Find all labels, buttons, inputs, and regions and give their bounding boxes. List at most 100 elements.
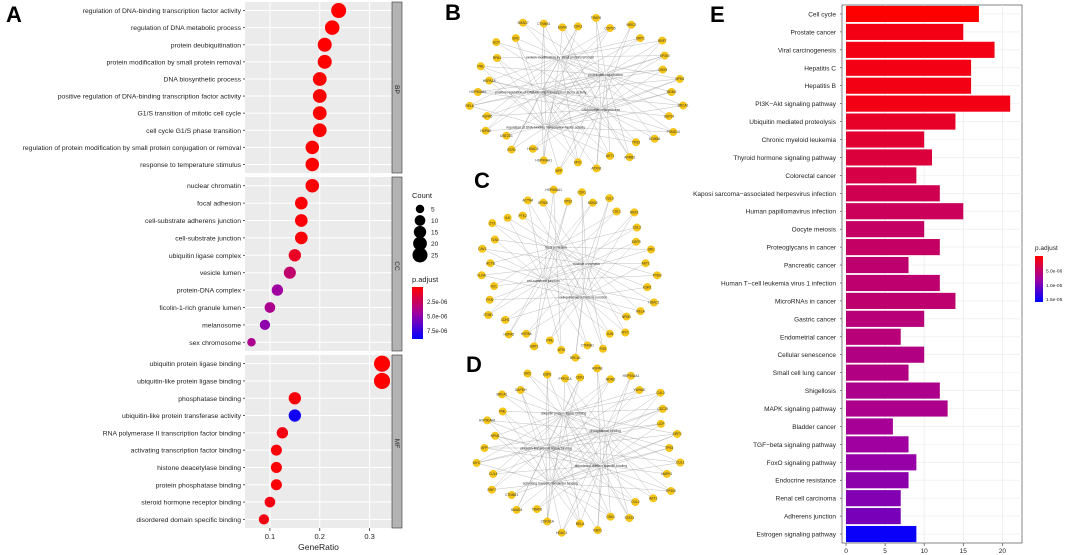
gene-node	[588, 198, 597, 207]
gene-label: CTNNB1	[505, 493, 518, 497]
network-edge	[543, 275, 658, 281]
gene-node	[636, 307, 645, 316]
gene-label: HSPA8	[480, 129, 491, 133]
network-edge	[583, 198, 610, 298]
gene-node	[503, 213, 512, 222]
color-legend-title: p.adjust	[412, 275, 439, 284]
gene-node	[539, 156, 548, 165]
gene-node	[606, 512, 615, 521]
network-edge	[563, 412, 581, 524]
hub-node	[543, 446, 548, 450]
hub-label: positive regulation of DNA-binding trans…	[495, 91, 587, 95]
gene-label: CDH1	[501, 318, 510, 322]
x-tick-label: 0.1	[265, 532, 275, 541]
category-label: Renal cell carcinoma	[776, 496, 837, 503]
gene-node	[669, 128, 678, 136]
size-legend-dot	[415, 204, 425, 214]
category-label: TGF−beta signaling pathway	[753, 442, 837, 449]
bar	[846, 472, 909, 489]
gene-label: MDM2	[667, 90, 677, 94]
gene-node	[667, 88, 676, 96]
network-edge	[583, 296, 626, 333]
gene-node	[543, 370, 552, 379]
network-edge	[545, 389, 640, 449]
x-tick-label: 0	[844, 548, 848, 555]
facet-strip	[391, 176, 403, 352]
network-edge	[550, 389, 640, 484]
gene-label: ZYX	[489, 221, 496, 225]
hub-label: regulation of DNA-binding transcription …	[506, 126, 585, 130]
hub-node	[598, 107, 603, 112]
network-edge	[520, 389, 551, 484]
network-edge	[540, 91, 637, 143]
bar	[846, 77, 972, 94]
network-edge	[485, 126, 546, 131]
network-edge	[550, 379, 611, 484]
network-edge	[563, 389, 640, 414]
network-edge	[516, 482, 551, 511]
gene-label: RPA1	[493, 56, 502, 60]
gene-label: CDK1	[577, 190, 586, 194]
network-edge	[488, 246, 557, 316]
gene-label: SRC	[524, 372, 532, 376]
network-edge	[522, 22, 606, 75]
x-tick-label: 10	[921, 548, 929, 555]
network-edge	[545, 374, 548, 449]
network-edge	[482, 248, 584, 298]
dot-point	[270, 479, 282, 491]
network-edge	[490, 246, 557, 264]
category-label: Adherens junction	[784, 514, 836, 521]
gene-label: AKT1	[642, 261, 650, 265]
bar	[846, 382, 940, 399]
network-edge	[527, 373, 602, 466]
gene-node	[653, 271, 662, 280]
network-edge	[600, 40, 663, 110]
category-label: Chronic myeloid leukemia	[762, 137, 837, 144]
network-edge	[553, 189, 557, 248]
network-edge	[555, 246, 627, 317]
gene-label: ESR1	[543, 373, 552, 377]
gene-label: CDK1	[576, 376, 585, 380]
category-label: Viral carcinogenesis	[778, 47, 837, 54]
color-legend-label: 5.0e-06	[427, 314, 448, 320]
gene-node	[465, 101, 474, 110]
gene-node	[554, 166, 563, 175]
gene-node	[532, 505, 541, 514]
gene-node	[577, 188, 586, 197]
size-legend-label: 5	[431, 207, 435, 214]
network-edge	[563, 379, 611, 414]
network-edge	[481, 263, 587, 276]
gene-node	[612, 207, 621, 216]
network-edge	[505, 296, 584, 321]
bar	[846, 364, 909, 381]
network-edge	[480, 66, 546, 128]
panel-c-network: focal adhesion nuclear chromatin cell-subs…	[477, 185, 662, 362]
gene-label: JUN	[607, 332, 614, 336]
gene-node	[626, 371, 635, 380]
network-edge	[605, 408, 663, 431]
gene-node	[649, 494, 658, 503]
network-edge	[564, 378, 606, 431]
term-label: histone deacetylase binding	[157, 465, 241, 472]
gene-label: HSP90AA1	[623, 374, 640, 378]
gene-label: PTK2	[519, 214, 527, 218]
gene-node	[643, 283, 652, 292]
network-edge	[489, 80, 546, 128]
network-edge	[492, 222, 584, 298]
term-label: nuclear chromatin	[187, 183, 241, 190]
network-edge	[583, 296, 604, 349]
hub-node	[538, 90, 543, 94]
dot-point	[288, 392, 302, 405]
network-edge	[596, 74, 606, 169]
gene-label: VCL	[491, 284, 498, 288]
gene-label: CDC25	[657, 407, 668, 411]
network-edge	[515, 38, 546, 128]
gene-node	[507, 145, 516, 154]
network-edge	[550, 462, 681, 484]
network-edge	[540, 69, 663, 93]
gene-label: HSPA8	[592, 367, 603, 371]
bar	[846, 167, 917, 184]
network-edge	[486, 56, 561, 117]
gene-label: PSMD14	[667, 130, 680, 134]
gene-node	[490, 235, 499, 244]
